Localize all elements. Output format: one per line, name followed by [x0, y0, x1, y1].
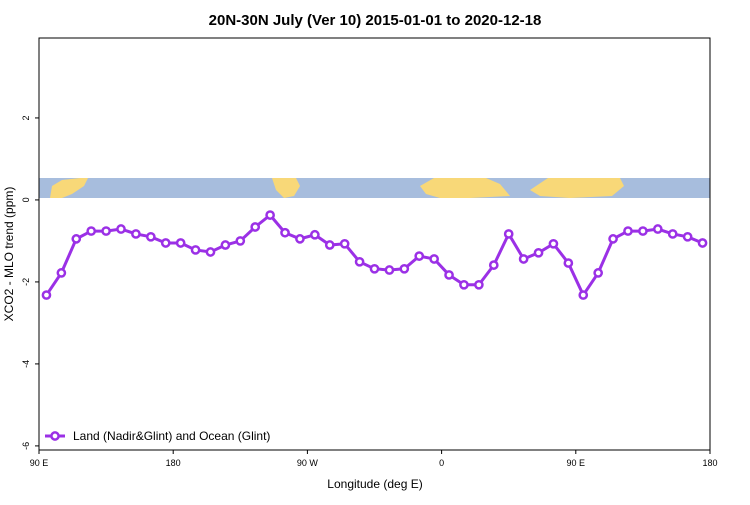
- data-point: [339, 238, 350, 249]
- data-point: [474, 279, 484, 290]
- y-tick-label: -2: [21, 278, 31, 286]
- data-point: [578, 290, 589, 300]
- data-point: [131, 229, 141, 239]
- data-point: [101, 226, 111, 236]
- y-tick-label: -4: [21, 360, 31, 368]
- data-point: [667, 229, 678, 239]
- data-point: [324, 240, 335, 250]
- legend-marker: [50, 431, 60, 441]
- data-point: [354, 256, 365, 267]
- data-point: [369, 263, 380, 274]
- y-tick-label: 2: [21, 115, 31, 120]
- x-tick-label: 0: [439, 458, 444, 468]
- data-point: [145, 231, 156, 242]
- data-point: [175, 238, 186, 248]
- data-point: [41, 290, 52, 300]
- x-axis-label: Longitude (deg E): [327, 477, 422, 491]
- data-point: [652, 224, 663, 234]
- data-point: [116, 224, 126, 234]
- data-point: [488, 260, 499, 270]
- data-point: [459, 279, 469, 290]
- data-point: [638, 226, 648, 236]
- y-tick-label: 0: [21, 197, 31, 202]
- data-point: [503, 229, 514, 239]
- data-point: [414, 251, 425, 261]
- data-point: [563, 258, 574, 268]
- data-point: [71, 234, 82, 244]
- data-point: [533, 247, 544, 258]
- data-point: [235, 236, 246, 246]
- data-point: [160, 238, 171, 248]
- data-line: [45, 213, 704, 299]
- data-point: [384, 265, 395, 275]
- data-point: [280, 227, 290, 238]
- data-point: [250, 222, 261, 232]
- x-tick-label: 90 W: [297, 458, 319, 468]
- map-strip: [39, 178, 710, 198]
- chart-title: 20N-30N July (Ver 10) 2015-01-01 to 2020…: [209, 12, 542, 29]
- x-tick-label: 90 E: [567, 458, 586, 468]
- data-point: [220, 240, 231, 250]
- legend-label: Land (Nadir&Glint) and Ocean (Glint): [73, 429, 270, 443]
- data-point: [86, 226, 97, 236]
- data-point: [56, 268, 67, 278]
- y-axis-label: XCO2 - MLO trend (ppm): [2, 187, 16, 322]
- data-point: [295, 234, 305, 244]
- data-point: [623, 226, 633, 236]
- data-point: [205, 247, 216, 257]
- data-point: [265, 210, 275, 220]
- y-tick-label: -6: [21, 442, 31, 450]
- data-point: [429, 254, 439, 264]
- data-point: [518, 254, 529, 264]
- x-tick-label: 90 E: [30, 458, 49, 468]
- data-point: [593, 268, 604, 278]
- data-point: [444, 270, 454, 280]
- x-tick-label: 180: [702, 458, 717, 468]
- x-tick-label: 180: [166, 458, 181, 468]
- data-point: [682, 231, 693, 242]
- data-point: [190, 245, 201, 255]
- data-point: [608, 234, 618, 244]
- data-point: [548, 238, 559, 249]
- plot-frame: [38, 37, 711, 451]
- data-point: [310, 229, 320, 240]
- data-point: [399, 263, 410, 274]
- data-point: [697, 238, 708, 248]
